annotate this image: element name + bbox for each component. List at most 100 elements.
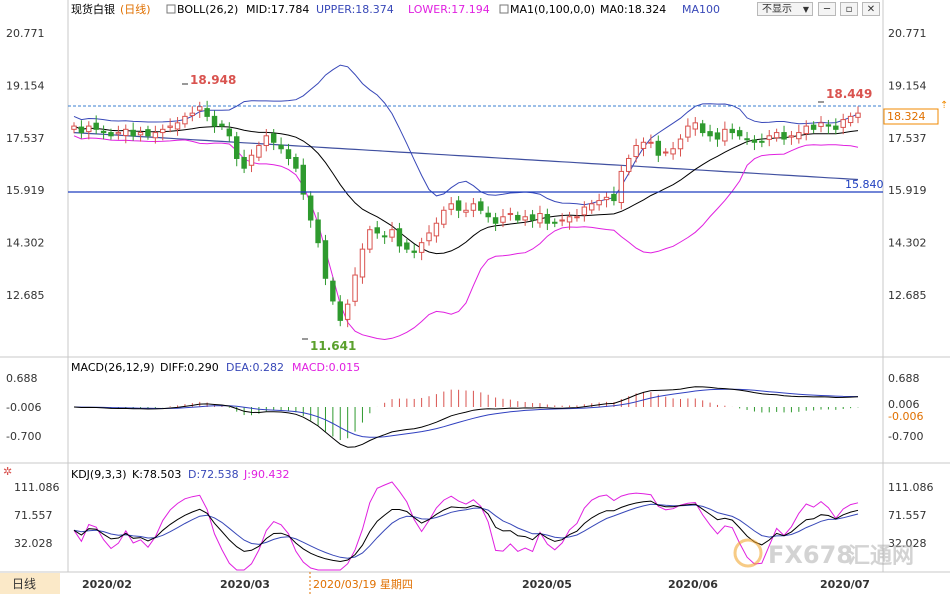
candle-up (500, 216, 506, 223)
candle-up (359, 248, 366, 278)
date-label-2: 2020/03/19 星期四 (313, 578, 413, 591)
candle-down (322, 240, 329, 279)
candle-down (226, 128, 233, 137)
candle-up (662, 151, 669, 154)
candle-up (581, 206, 588, 216)
display-dropdown[interactable]: 不显示 ▼ (757, 2, 813, 16)
kdj-label: KDJ(9,3,3) (71, 468, 127, 481)
price-tick-right: 17.537 (888, 132, 927, 145)
restore-button[interactable]: ▫ (840, 2, 858, 16)
candle-up (197, 106, 203, 111)
candle-down (515, 214, 521, 221)
main-pane (68, 16, 883, 356)
main-legend: 现货白银 (日线) BOLL(26,2) MID:17.784 UPPER:18… (71, 2, 720, 16)
candle-up (167, 125, 173, 128)
candle-down (337, 301, 343, 321)
price-arrow-icon: ⇡ (940, 100, 948, 111)
kdj-tick-left-1: 71.557 (14, 509, 53, 522)
candle-up (463, 209, 469, 213)
price-tick-right: 19.154 (888, 79, 927, 92)
close-button[interactable]: ✕ (862, 2, 880, 16)
candle-up (537, 213, 543, 224)
candle-up (640, 141, 647, 149)
legend-ma100: MA100 (682, 3, 720, 16)
kdj-settings-icon[interactable]: ✲ (3, 465, 12, 478)
candle-down (552, 221, 558, 224)
candle-up (677, 138, 684, 150)
kdj-tick-left-0: 111.086 (14, 481, 60, 494)
candle-down (478, 201, 484, 211)
price-tick-right: 12.685 (888, 289, 927, 302)
candle-up (71, 125, 77, 130)
candle-down (833, 125, 839, 130)
candle-up (670, 148, 676, 155)
restore-icon: ▫ (845, 4, 853, 15)
candle-up (352, 274, 358, 302)
candle-up (855, 112, 861, 118)
macd-legend: MACD(26,12,9) DIFF:0.290 DEA:0.282 MACD:… (71, 361, 360, 374)
price-tick-right: 20.771 (888, 27, 927, 40)
candle-up (618, 170, 625, 204)
boll-icon (166, 4, 176, 14)
candle-up (367, 229, 373, 250)
period-tag-bg[interactable] (0, 573, 60, 594)
candle-up (633, 145, 639, 158)
macd-diff-line (73, 386, 859, 448)
price-tick-right: 14.302 (888, 237, 927, 250)
candle-down (108, 132, 114, 137)
legend-ma: MA1(0,100,0,0) (510, 3, 595, 16)
candle-up (137, 132, 144, 136)
macd-tick-right-1: 0.006 (888, 398, 920, 411)
candle-up (788, 135, 795, 138)
legend-symbol: 现货白银 (71, 2, 115, 16)
candle-up (418, 242, 425, 253)
candle-down (93, 122, 99, 130)
price-tick-left: 14.302 (6, 237, 45, 250)
candle-up (722, 128, 728, 142)
current-price-box (883, 108, 939, 125)
candle-down (759, 140, 765, 143)
display-dropdown-label: 不显示 (762, 4, 792, 15)
candle-down (100, 130, 107, 134)
minimize-button[interactable]: ─ (818, 2, 836, 16)
annotation-high-feb: 18.948 (190, 73, 236, 87)
candle-up (559, 219, 565, 222)
candle-down (699, 123, 706, 134)
candle-up (441, 209, 447, 225)
candle-up (596, 200, 602, 206)
candle-down (233, 136, 240, 159)
kdj-tick-right-0: 111.086 (888, 481, 934, 494)
period-tag[interactable]: 日线 (12, 577, 36, 591)
candle-down (241, 157, 247, 169)
macd-histogram (80, 389, 859, 441)
kdj-tick-right-2: 32.028 (888, 537, 927, 550)
macd-tick-left-2: -0.700 (6, 430, 41, 443)
chevron-down-icon: ▼ (802, 5, 809, 14)
candle-up (189, 112, 196, 116)
candlesticks (71, 100, 861, 328)
macd-dea: DEA:0.282 (226, 361, 284, 374)
candle-down (751, 139, 758, 143)
candle-down (729, 128, 735, 134)
candle-up (566, 216, 573, 223)
candle-down (455, 200, 462, 211)
boll-lower-line (73, 135, 859, 341)
candle-down (396, 228, 403, 247)
candle-up (248, 154, 255, 166)
candle-up (507, 213, 514, 216)
macd-macd: MACD:0.015 (292, 361, 360, 374)
macd-label: MACD(26,12,9) (71, 361, 155, 374)
date-label-0: 2020/02 (82, 578, 132, 591)
candle-down (211, 115, 218, 127)
candle-up (574, 216, 580, 219)
candle-down (204, 108, 210, 117)
candle-down (825, 124, 832, 127)
macd-tick-left-0: 0.688 (6, 372, 38, 385)
kdj-legend: KDJ(9,3,3) K:78.503 D:72.538 J:90.432 (71, 468, 289, 481)
candle-down (381, 235, 388, 238)
candle-up (256, 145, 262, 158)
candle-up (263, 135, 270, 147)
boll-mid-line (73, 125, 859, 255)
